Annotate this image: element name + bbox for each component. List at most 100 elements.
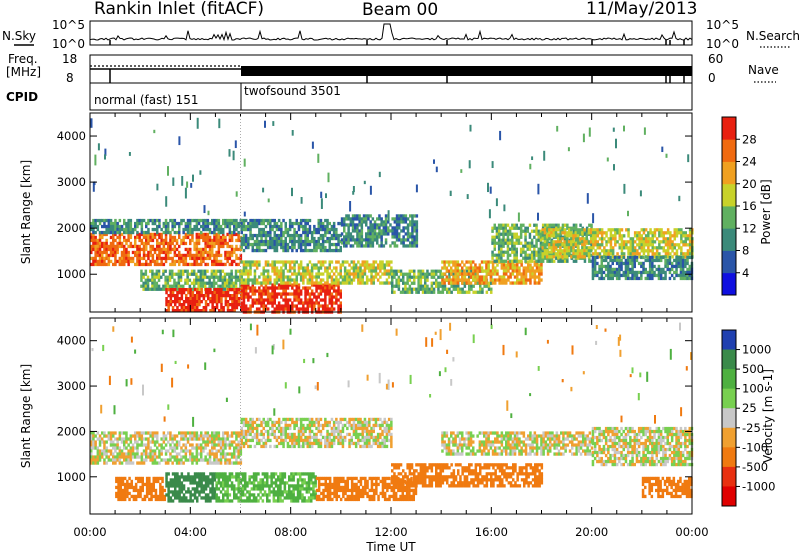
heatmap-cell <box>253 301 257 305</box>
heatmap-cell <box>186 458 190 462</box>
heatmap-cell <box>228 235 232 240</box>
heatmap-cell <box>304 292 307 296</box>
heatmap-cell <box>456 272 460 276</box>
heatmap-cell <box>226 306 230 310</box>
heatmap-cell <box>688 240 692 244</box>
heatmap-cell <box>200 437 203 441</box>
heatmap-cell <box>242 236 246 241</box>
heatmap-cell <box>168 269 172 273</box>
heatmap-cell <box>308 239 312 244</box>
heatmap-cell <box>197 434 201 438</box>
heatmap-cell <box>198 300 201 304</box>
heatmap-cell <box>116 227 119 232</box>
heatmap-cell <box>365 263 369 267</box>
heatmap-cell <box>295 260 298 264</box>
heatmap-cell <box>244 224 248 229</box>
heatmap-cell <box>175 440 179 444</box>
heatmap-cell <box>598 255 602 259</box>
heatmap-cell <box>90 250 93 255</box>
heatmap-cell <box>337 242 340 247</box>
heatmap-cell <box>649 249 652 253</box>
heatmap-cell <box>539 238 543 242</box>
heatmap-cell <box>105 256 108 261</box>
heatmap-cell <box>247 295 250 299</box>
heatmap-cell <box>308 286 312 290</box>
heatmap-cell <box>164 256 168 261</box>
heatmap-cell <box>535 269 539 273</box>
heatmap-cell <box>669 243 672 247</box>
heatmap-cell <box>184 253 188 258</box>
heatmap-cell <box>191 452 194 456</box>
heatmap-cell <box>332 307 336 311</box>
heatmap-cell <box>184 455 188 459</box>
heatmap-cell <box>476 272 479 276</box>
heatmap-cell <box>319 248 323 253</box>
heatmap-cell <box>191 262 194 267</box>
heatmap-cell <box>244 272 248 276</box>
heatmap-cell <box>409 220 412 224</box>
heatmap-cell <box>271 236 274 241</box>
heatmap-cell <box>600 240 604 244</box>
heatmap-cell <box>308 227 312 232</box>
heatmap-cell <box>592 240 595 244</box>
heatmap-cell <box>223 287 227 291</box>
heatmap-cell <box>526 244 529 248</box>
heatmap-cell <box>448 290 451 294</box>
heatmap-cell <box>213 306 217 310</box>
heatmap-cell <box>346 281 349 285</box>
heatmap-cell <box>200 449 203 453</box>
heatmap-cell <box>684 237 687 241</box>
heatmap-cell <box>249 307 252 311</box>
heatmap-cell <box>224 241 227 246</box>
heatmap-cell <box>140 452 144 456</box>
heatmap-cell <box>228 256 232 261</box>
heatmap-cell <box>284 292 287 296</box>
heatmap-cell <box>647 243 650 247</box>
heatmap-cell <box>157 269 161 273</box>
heatmap-cell <box>688 270 691 275</box>
heatmap-cell <box>507 275 510 279</box>
heatmap-cell <box>195 446 199 450</box>
heatmap-cell <box>613 267 617 272</box>
heatmap-cell <box>134 437 137 441</box>
heatmap-cell <box>373 235 377 239</box>
heatmap-cell <box>319 283 323 287</box>
heatmap-cell <box>142 452 146 456</box>
heatmap-cell <box>321 298 325 302</box>
heatmap-cell <box>213 452 216 456</box>
heatmap-cell <box>550 234 553 238</box>
heatmap-cell <box>611 267 614 272</box>
heatmap-cell <box>266 245 270 250</box>
heatmap-cell <box>164 238 168 243</box>
heatmap-cell <box>352 269 356 273</box>
heatmap-cell <box>496 272 499 276</box>
heatmap-cell <box>402 244 405 248</box>
heatmap-cell <box>173 259 177 264</box>
heatmap-cell <box>200 230 203 235</box>
heatmap-cell <box>212 284 216 288</box>
heatmap-cell <box>370 266 373 270</box>
heatmap-cell <box>175 241 179 246</box>
heatmap-cell <box>186 232 190 237</box>
heatmap-cell <box>233 218 236 223</box>
heatmap-cell <box>247 272 250 276</box>
heatmap-cell <box>189 300 192 304</box>
heatmap-cell <box>169 291 173 295</box>
heatmap-cell <box>105 230 108 235</box>
heatmap-cell <box>356 226 359 230</box>
heatmap-cell <box>92 431 95 435</box>
heatmap-cell <box>515 247 518 251</box>
heatmap-cell <box>134 446 137 450</box>
heatmap-cell <box>581 252 584 256</box>
heatmap-cell <box>426 287 429 291</box>
heatmap-cell <box>592 228 595 232</box>
heatmap-cell <box>496 269 499 273</box>
heatmap-cell <box>354 226 357 230</box>
heatmap-cell <box>244 292 248 296</box>
heatmap-cell <box>348 275 351 279</box>
heatmap-cell <box>335 301 338 305</box>
heatmap-cell <box>413 238 416 242</box>
heatmap-cell <box>291 278 294 282</box>
heatmap-cell <box>144 278 148 282</box>
heatmap-cell <box>204 309 208 313</box>
